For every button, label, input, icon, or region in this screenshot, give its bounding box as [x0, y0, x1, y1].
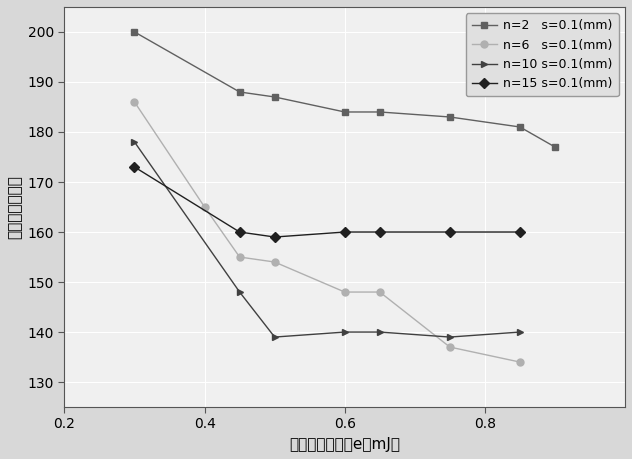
Line: n=15 s=0.1(mm): n=15 s=0.1(mm)	[131, 163, 523, 241]
n=2   s=0.1(mm)	[341, 109, 348, 115]
n=15 s=0.1(mm)	[236, 229, 243, 235]
n=6   s=0.1(mm)	[341, 289, 348, 295]
n=10 s=0.1(mm)	[376, 329, 384, 335]
n=2   s=0.1(mm)	[236, 89, 243, 95]
n=2   s=0.1(mm)	[446, 114, 454, 120]
n=2   s=0.1(mm)	[271, 94, 279, 100]
X-axis label: 激光单脉冲能量e（mJ）: 激光单脉冲能量e（mJ）	[289, 437, 400, 452]
n=15 s=0.1(mm)	[516, 229, 524, 235]
Y-axis label: 图像灰度测量值: 图像灰度测量值	[7, 175, 22, 239]
n=10 s=0.1(mm)	[271, 334, 279, 340]
n=10 s=0.1(mm)	[236, 289, 243, 295]
n=10 s=0.1(mm)	[131, 139, 138, 145]
Legend: n=2   s=0.1(mm), n=6   s=0.1(mm), n=10 s=0.1(mm), n=15 s=0.1(mm): n=2 s=0.1(mm), n=6 s=0.1(mm), n=10 s=0.1…	[466, 13, 619, 96]
n=6   s=0.1(mm)	[516, 359, 524, 365]
n=10 s=0.1(mm)	[446, 334, 454, 340]
Line: n=2   s=0.1(mm): n=2 s=0.1(mm)	[131, 28, 559, 151]
n=2   s=0.1(mm)	[131, 29, 138, 35]
n=6   s=0.1(mm)	[131, 99, 138, 105]
n=2   s=0.1(mm)	[376, 109, 384, 115]
Line: n=10 s=0.1(mm): n=10 s=0.1(mm)	[131, 139, 523, 341]
n=6   s=0.1(mm)	[201, 204, 209, 210]
n=15 s=0.1(mm)	[341, 229, 348, 235]
Line: n=6   s=0.1(mm): n=6 s=0.1(mm)	[131, 99, 523, 365]
n=10 s=0.1(mm)	[516, 329, 524, 335]
n=2   s=0.1(mm)	[516, 124, 524, 130]
n=15 s=0.1(mm)	[271, 234, 279, 240]
n=15 s=0.1(mm)	[376, 229, 384, 235]
n=6   s=0.1(mm)	[446, 344, 454, 350]
n=10 s=0.1(mm)	[341, 329, 348, 335]
n=2   s=0.1(mm)	[551, 144, 559, 150]
n=15 s=0.1(mm)	[131, 164, 138, 170]
n=6   s=0.1(mm)	[376, 289, 384, 295]
n=15 s=0.1(mm)	[446, 229, 454, 235]
n=6   s=0.1(mm)	[236, 254, 243, 260]
n=6   s=0.1(mm)	[271, 259, 279, 265]
